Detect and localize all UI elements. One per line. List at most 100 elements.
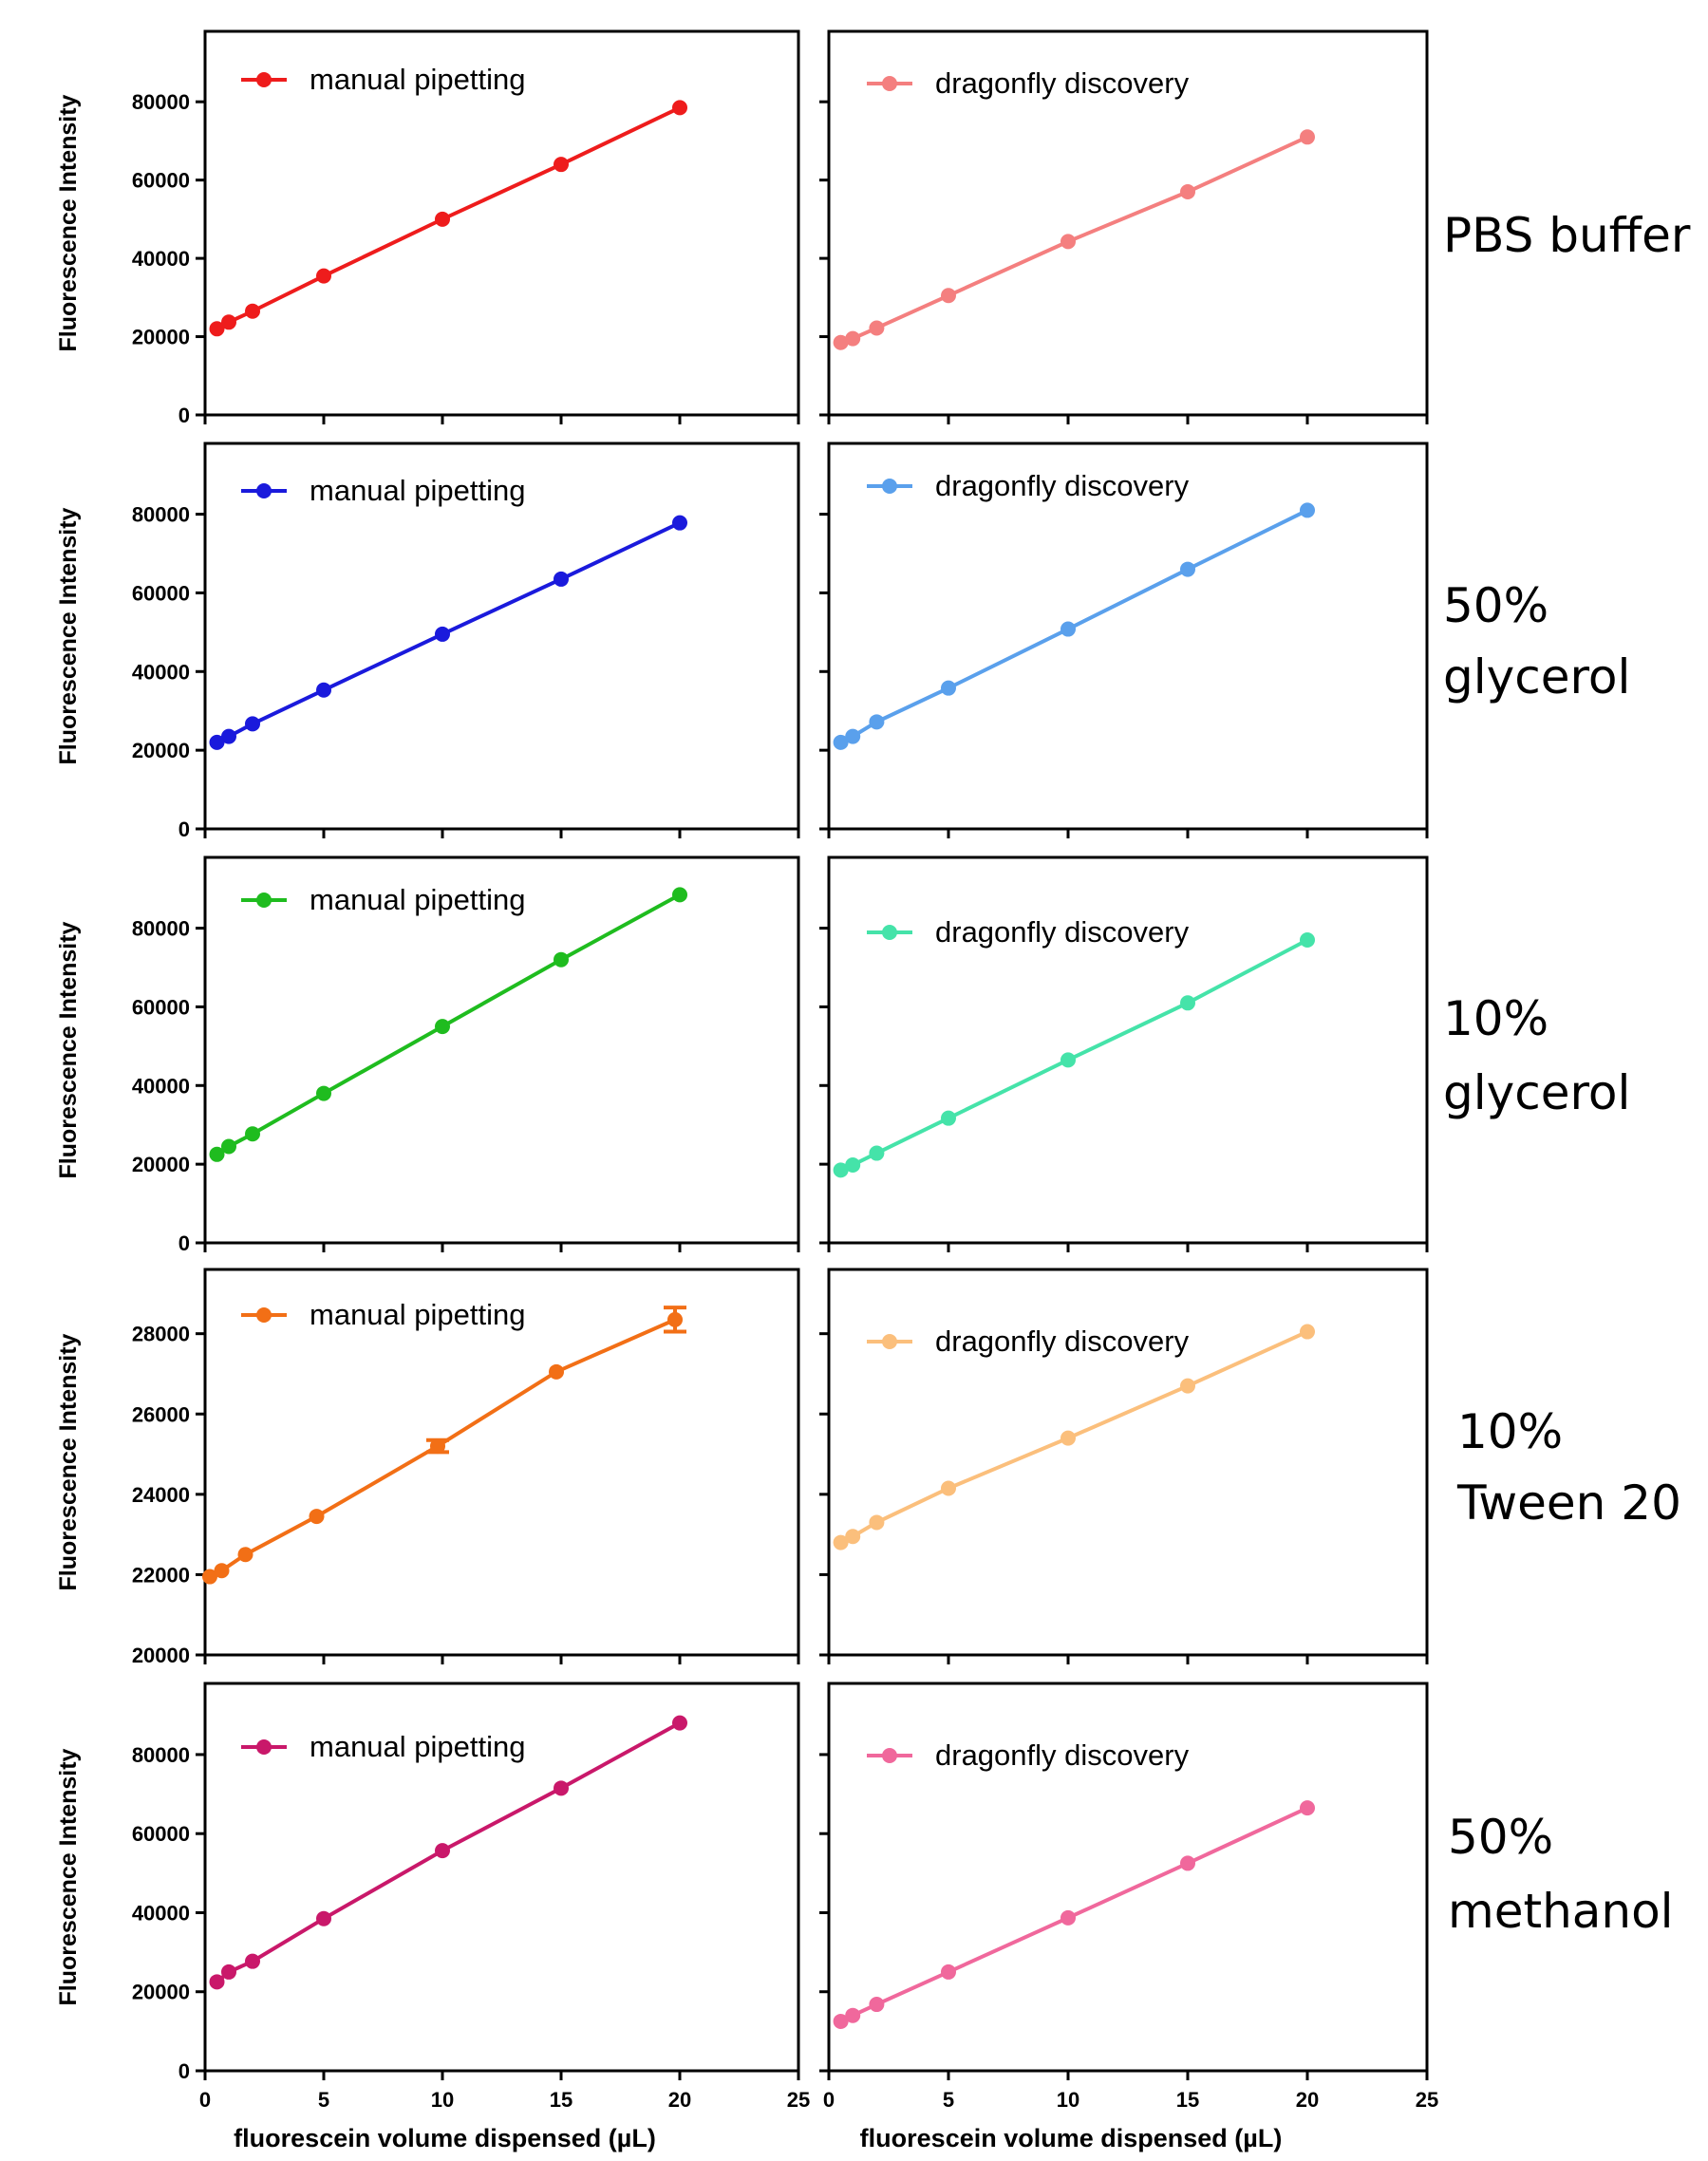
data-point (869, 714, 885, 730)
plot-frame (827, 1682, 1429, 2073)
condition-label: Tween 20 (1456, 1475, 1681, 1531)
data-point (1060, 1430, 1076, 1446)
y-axis-label: Fluorescence Intensity (55, 94, 82, 351)
x-tick-label: 0 (823, 2088, 835, 2112)
plot-frame (203, 29, 800, 417)
plot-frame (203, 1268, 800, 1657)
data-point (316, 1910, 331, 1926)
y-tick-label: 80000 (132, 90, 190, 114)
legend: dragonfly discovery (867, 66, 1190, 100)
legend-label: manual pipetting (310, 63, 526, 96)
legend: manual pipetting (241, 883, 526, 916)
data-point (435, 1843, 450, 1859)
y-tick-label: 0 (178, 1231, 190, 1255)
data-point (845, 1156, 861, 1173)
data-point (1180, 184, 1195, 200)
y-tick-label: 40000 (132, 247, 190, 271)
condition-label: 10% (1457, 1404, 1563, 1459)
data-point (554, 157, 569, 173)
data-point (1060, 1909, 1076, 1926)
x-tick-label: 0 (199, 2088, 211, 2112)
y-tick-label: 20000 (132, 1644, 190, 1667)
data-point (221, 728, 236, 744)
y-tick-label: 60000 (132, 1822, 190, 1846)
panel-3: 10% Tween 20 Fluorescence Intensity 20000 22… (55, 1268, 1681, 1667)
y-tick-label: 40000 (132, 660, 190, 684)
legend-marker (882, 1334, 897, 1349)
data-point (941, 1110, 956, 1126)
condition-label: glycerol (1443, 1065, 1630, 1120)
subplot-manual: 0 20000 40000 60000 80000 manual pipetting (132, 29, 800, 427)
data-point (672, 887, 687, 903)
data-point (833, 2013, 849, 2029)
panel-1: 50% glycerol Fluorescence Intensity 0 20000 4… (55, 442, 1630, 841)
legend: manual pipetting (241, 1298, 526, 1331)
legend: manual pipetting (241, 474, 526, 507)
condition-label: 50% (1448, 1810, 1553, 1865)
data-point (672, 515, 687, 531)
legend-label: dragonfly discovery (935, 66, 1190, 100)
condition-label: PBS buffer (1443, 208, 1691, 263)
legend-marker (256, 483, 272, 498)
data-point (549, 1363, 564, 1380)
subplot-manual: 20000 22000 24000 26000 28000 manual pipettin… (132, 1268, 800, 1667)
y-tick-label: 80000 (132, 503, 190, 527)
data-point (309, 1509, 325, 1525)
data-point (833, 1162, 849, 1178)
data-point (554, 571, 569, 587)
condition-label: 50% (1443, 578, 1548, 633)
data-point (845, 2007, 861, 2023)
x-tick-label: 5 (943, 2088, 954, 2112)
x-tick-label: 5 (318, 2088, 329, 2112)
data-point (209, 321, 225, 337)
data-point (245, 716, 260, 732)
y-tick-label: 60000 (132, 995, 190, 1019)
data-point (221, 314, 236, 330)
subplot-manual: 0 20000 40000 60000 80000 0 5 10 15 20 25 fluoresce… (132, 1682, 810, 2152)
plot-frame (827, 29, 1429, 417)
legend-label: manual pipetting (310, 883, 526, 916)
y-tick-label: 22000 (132, 1563, 190, 1587)
data-point (1300, 932, 1315, 948)
panel-0: PBS buffer Fluorescence Intensity 0 20000 40… (55, 29, 1691, 427)
panel-2: 10% glycerol Fluorescence Intensity 0 20000 4… (55, 855, 1630, 1255)
data-point (1300, 1324, 1315, 1340)
y-axis-label: Fluorescence Intensity (55, 507, 82, 764)
subplot-dragonfly: 0 5 10 15 20 25 fluorescein volume dispensed (… (819, 1682, 1438, 2152)
legend: manual pipetting (241, 63, 526, 96)
legend: dragonfly discovery (867, 1738, 1190, 1772)
data-point (941, 288, 956, 304)
y-tick-label: 60000 (132, 169, 190, 193)
legend-marker (256, 1307, 272, 1323)
data-point (209, 1974, 225, 1990)
x-tick-label: 15 (1176, 2088, 1199, 2112)
data-point (209, 1146, 225, 1162)
x-axis-label: fluorescein volume dispensed (µL) (234, 2124, 656, 2152)
legend-marker (882, 925, 897, 940)
data-point (672, 1715, 687, 1731)
data-point (554, 951, 569, 968)
y-tick-label: 20000 (132, 739, 190, 762)
series-line (839, 938, 1308, 1173)
y-tick-label: 28000 (132, 1323, 190, 1346)
legend-marker (256, 1739, 272, 1755)
legend-label: manual pipetting (310, 1730, 526, 1763)
subplot-dragonfly: dragonfly discovery (819, 442, 1429, 838)
data-point (1300, 129, 1315, 145)
legend-label: dragonfly discovery (935, 915, 1190, 949)
data-point (869, 1997, 885, 2013)
data-point (1300, 1800, 1315, 1816)
data-point (941, 1480, 956, 1496)
x-tick-label: 20 (668, 2088, 691, 2112)
subplot-dragonfly: dragonfly discovery (819, 855, 1429, 1252)
data-point (245, 1953, 260, 1969)
data-point (316, 1085, 331, 1101)
legend-label: manual pipetting (310, 474, 526, 507)
data-point (845, 728, 861, 744)
data-point (941, 680, 956, 696)
condition-label: 10% (1443, 991, 1548, 1046)
y-tick-label: 0 (178, 817, 190, 841)
plot-frame (203, 442, 800, 831)
legend: dragonfly discovery (867, 469, 1190, 502)
